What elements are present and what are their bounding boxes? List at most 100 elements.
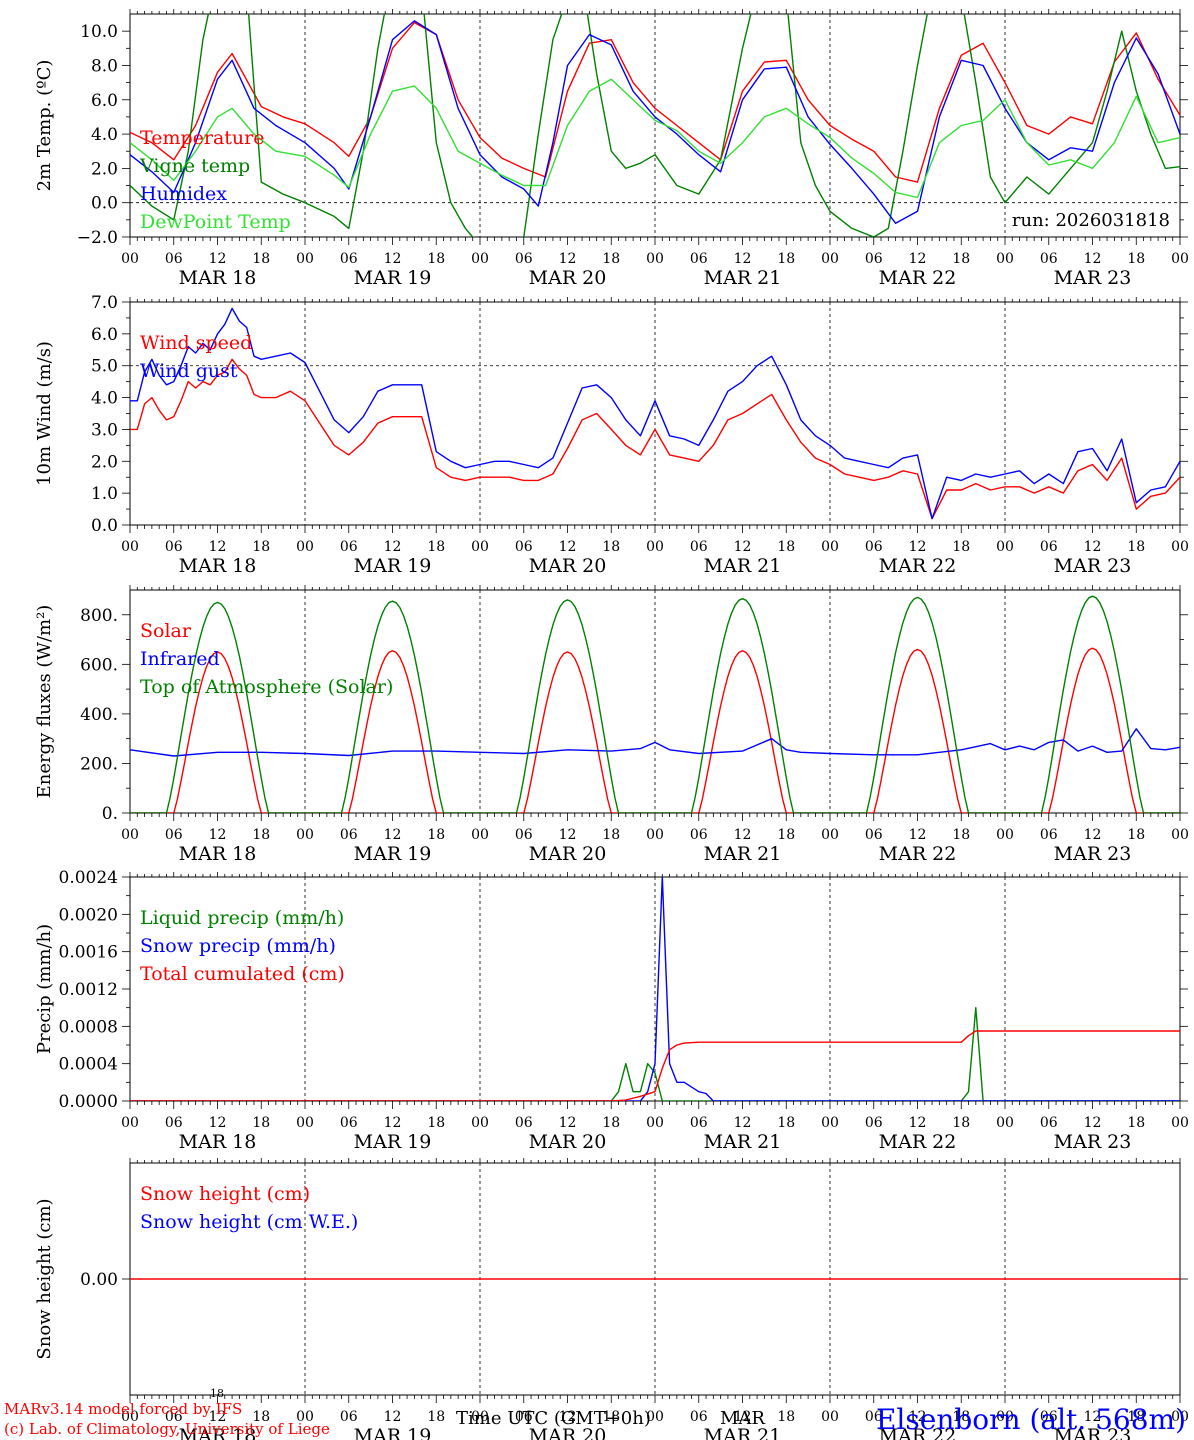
- x-tick-label: 00: [121, 827, 139, 843]
- x-tick-label: 12: [384, 827, 402, 843]
- y-tick-label: 6.0: [91, 325, 118, 345]
- day-label: MAR 18: [179, 267, 257, 289]
- model-credit: MARv3.14 model forced by IFS: [4, 1400, 242, 1418]
- x-tick-label: 12: [384, 539, 402, 555]
- x-tick-label: 00: [1171, 1409, 1189, 1425]
- x-tick-label: 18: [777, 1115, 795, 1131]
- x-tick-label: 18: [427, 539, 445, 555]
- y-tick-label: 0.0004: [59, 1055, 118, 1075]
- y-tick-label: 1.0: [91, 484, 118, 504]
- x-tick-label: 18: [1127, 827, 1145, 843]
- x-tick-label: 00: [296, 251, 314, 267]
- x-tick-label: 00: [646, 1409, 664, 1425]
- x-tick-label: 06: [865, 1115, 883, 1131]
- x-tick-label: 00: [996, 827, 1014, 843]
- x-tick-label: 00: [1171, 539, 1189, 555]
- x-tick-label: 00: [821, 1115, 839, 1131]
- x-tick-label: 18: [1127, 1409, 1145, 1425]
- x-tick-label: 00: [996, 539, 1014, 555]
- x-tick-label: 18: [952, 1115, 970, 1131]
- day-label: MAR 21: [704, 555, 782, 577]
- x-tick-label: 12: [909, 827, 927, 843]
- series-wind-gust: [130, 307, 1180, 520]
- x-tick-label: 06: [1040, 1409, 1058, 1425]
- y-tick-label: 800.: [80, 606, 118, 626]
- x-tick-label: 18: [1127, 539, 1145, 555]
- y-tick-label: 10.0: [80, 22, 118, 42]
- x-tick-label: 06: [340, 539, 358, 555]
- y-tick-label: 0.0000: [59, 1092, 118, 1112]
- y-tick-label: 8.0: [91, 56, 118, 76]
- series-snow-precip-mm-h-: [130, 877, 1180, 1101]
- y-tick-label: 0.0016: [59, 943, 118, 963]
- y-tick-label: 0.: [102, 804, 118, 824]
- series-infrared: [130, 728, 1180, 757]
- x-tick-label: 12: [559, 1409, 577, 1425]
- panel-2: 00 06 12 18 00 06 12 18 00 06 12 18 00 06 12 18 00 06 12 18…: [34, 293, 1189, 577]
- x-tick-label: 00: [646, 1115, 664, 1131]
- x-tick-label: 12: [209, 1409, 227, 1425]
- x-tick-label: 18: [602, 827, 620, 843]
- x-tick-label: 06: [515, 827, 533, 843]
- series-group: [130, 307, 1180, 520]
- x-tick-label: 18: [252, 539, 270, 555]
- x-tick-label: 18: [777, 827, 795, 843]
- x-tick-label: 00: [1171, 1115, 1189, 1131]
- x-tick-label: 00: [996, 1115, 1014, 1131]
- x-tick-label: 06: [690, 1409, 708, 1425]
- x-tick-label: 06: [865, 827, 883, 843]
- x-tick-label: 00: [121, 539, 139, 555]
- x-tick-label: 06: [515, 539, 533, 555]
- series-group: [130, 877, 1180, 1101]
- x-tick-label: 12: [1084, 1115, 1102, 1131]
- x-tick-label: 18: [602, 1409, 620, 1425]
- panel-4: 00 06 12 18 00 06 12 18 00 06 12 18 00 06 12 18 00 06 12 18…: [34, 868, 1189, 1153]
- x-tick-label: 06: [1040, 539, 1058, 555]
- x-tick-label: 12: [209, 539, 227, 555]
- x-tick-label: 12: [559, 827, 577, 843]
- y-tick-label: 5.0: [91, 357, 118, 377]
- month-label: MAR: [720, 1408, 765, 1429]
- x-tick-label: 06: [690, 539, 708, 555]
- y-tick-label: 0.0012: [59, 980, 118, 1000]
- day-label: MAR 22: [879, 1425, 957, 1440]
- legend-entry: Wind gust: [140, 360, 238, 382]
- x-tick-label: 12: [909, 1409, 927, 1425]
- legend-entry: Solar: [140, 620, 192, 642]
- x-tick-label: 00: [471, 827, 489, 843]
- x-tick-label: 00: [821, 539, 839, 555]
- x-tick-label: 06: [1040, 251, 1058, 267]
- x-tick-label: 00: [646, 251, 664, 267]
- x-tick-label: 12: [384, 251, 402, 267]
- x-tick-label: 12: [734, 827, 752, 843]
- day-label: MAR 23: [1054, 555, 1132, 577]
- x-tick-label: 18: [952, 827, 970, 843]
- y-axis-label: Energy fluxes (W/m²): [34, 605, 55, 799]
- x-tick-label: 06: [515, 251, 533, 267]
- y-tick-label: 0.0: [91, 194, 118, 214]
- day-label: MAR 18: [179, 555, 257, 577]
- day-label: MAR 21: [704, 1425, 782, 1440]
- legend-entry: Total cumulated (cm): [140, 963, 345, 985]
- day-label: MAR 22: [879, 267, 957, 289]
- x-tick-label: 00: [121, 1409, 139, 1425]
- x-tick-label: 18: [427, 827, 445, 843]
- day-label: MAR 21: [704, 843, 782, 865]
- day-label: MAR 23: [1054, 267, 1132, 289]
- station-label: Elsenborn (alt. 568m): [876, 1403, 1186, 1436]
- x-tick-label: 00: [121, 251, 139, 267]
- x-tick-label: 06: [1040, 1115, 1058, 1131]
- x-tick-label: 06: [515, 1409, 533, 1425]
- x-tick-label: 12: [1084, 251, 1102, 267]
- copyright-credit: (c) Lab. of Climatology, University of L…: [4, 1420, 330, 1438]
- x-tick-label: 00: [821, 251, 839, 267]
- x-tick-label: 12: [734, 1115, 752, 1131]
- legend-entry: Liquid precip (mm/h): [140, 907, 344, 929]
- x-tick-label: 12: [1084, 827, 1102, 843]
- x-tick-label: 00: [471, 539, 489, 555]
- x-tick-label: 18: [252, 251, 270, 267]
- day-label: MAR 23: [1054, 843, 1132, 865]
- x-tick-label: 12: [559, 251, 577, 267]
- day-label: MAR 23: [1054, 1131, 1132, 1153]
